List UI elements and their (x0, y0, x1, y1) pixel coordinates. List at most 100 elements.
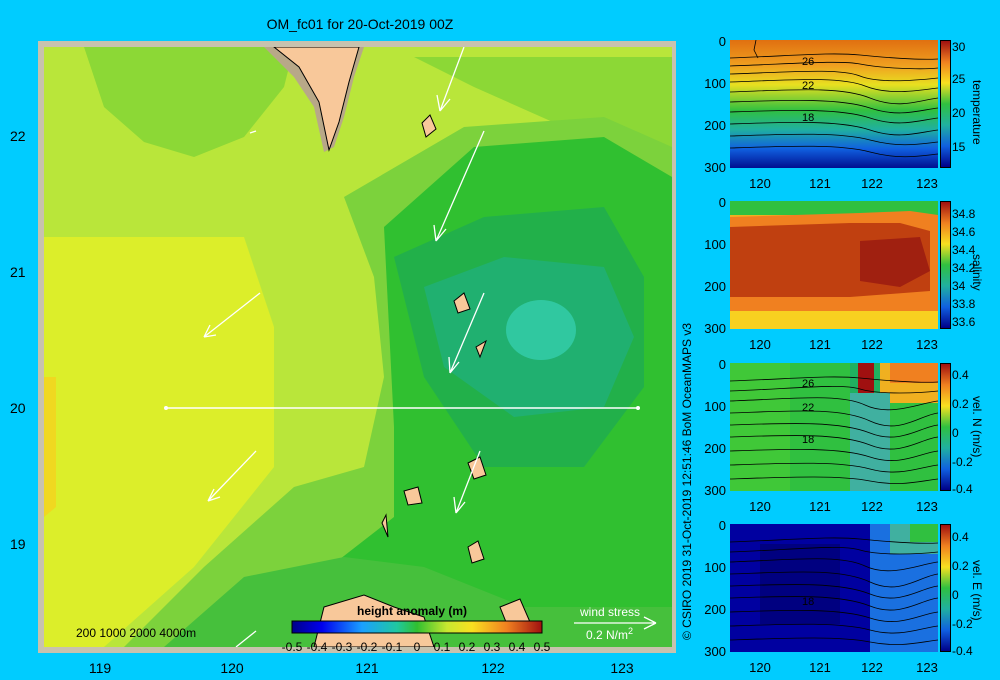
colorbar-tick: 20 (952, 106, 966, 120)
anomaly-contour-north (84, 47, 294, 157)
panel-y-tick: 200 (704, 441, 726, 456)
wind-arrow (203, 292, 261, 338)
panel-x-tick: 120 (749, 660, 771, 675)
colorbar-tick: -0.4 (952, 644, 973, 658)
wind-arrow (235, 630, 257, 647)
vel-n-colorbar (940, 363, 951, 491)
anomaly-contour-south (164, 557, 672, 647)
colorbar-tick: 34.2 (952, 261, 976, 275)
colorbar-tick: 0.2 (952, 397, 969, 411)
temperature-colorbar (940, 40, 951, 168)
colorbar-tick: 33.6 (952, 315, 976, 329)
colorbar-tick: 0.2 (458, 640, 476, 654)
colorbar-tick: -0.5 (281, 640, 303, 654)
colorbar-tick: 34.8 (952, 207, 976, 221)
wind-stress-exponent: 2 (628, 626, 634, 636)
vel-n-section-panel (729, 363, 939, 491)
height-anomaly-map (44, 47, 672, 647)
panel-y-tick: 0 (718, 195, 726, 210)
island-7 (467, 540, 485, 564)
contour-label: 18 (802, 434, 815, 446)
panel-y-tick: 300 (704, 644, 726, 659)
salinity-section-svg (730, 201, 938, 329)
colorbar-name: vel. N (m/s) (970, 396, 984, 458)
map-y-tick: 19 (10, 536, 26, 552)
anomaly-contour-highest (44, 377, 56, 517)
salinity-colorbar (940, 201, 951, 329)
wind-stress-key-arrow (574, 616, 657, 630)
vel-e-section-svg (729, 524, 939, 652)
anomaly-contour-high (44, 237, 274, 647)
colorbar-tick: -0.1 (381, 640, 403, 654)
colorbar-name: salinity (970, 254, 984, 291)
colorbar-tick: 34.4 (952, 243, 976, 257)
panel-y-tick: 100 (704, 237, 726, 252)
panel-x-tick: 120 (749, 176, 771, 191)
colorbar-tick: -0.4 (306, 640, 328, 654)
colorbar-tick: 0.1 (433, 640, 451, 654)
wind-arrow (207, 450, 257, 502)
wind-arrow (249, 130, 257, 134)
wind-arrow (433, 130, 485, 242)
panel-y-tick: 200 (704, 118, 726, 133)
colorbar-tick: 0 (413, 640, 421, 654)
credit-text: © CSIRO 2019 31-Oct-2019 12:51:46 BoM Oc… (680, 322, 694, 640)
panel-y-tick: 0 (718, 357, 726, 372)
panel-y-tick: 0 (718, 518, 726, 533)
colorbar-tick: -0.4 (952, 482, 973, 496)
height-anomaly-colorbar (291, 620, 543, 634)
panel-x-tick: 123 (916, 499, 938, 514)
colorbar-tick: 0.2 (952, 559, 969, 573)
panel-x-tick: 123 (916, 176, 938, 191)
panel-x-tick: 120 (749, 337, 771, 352)
map-x-tick: 122 (481, 660, 505, 676)
colorbar-tick: -0.2 (356, 640, 378, 654)
island-3 (475, 339, 487, 359)
colorbar-name: temperature (970, 80, 984, 145)
map-x-tick: 121 (355, 660, 379, 676)
panel-y-tick: 100 (704, 560, 726, 575)
colorbar-tick: 0.3 (483, 640, 501, 654)
colorbar-tick: 34 (952, 279, 966, 293)
temperature-section-panel (729, 39, 939, 168)
map-y-tick: 22 (10, 128, 26, 144)
panel-y-tick: 100 (704, 399, 726, 414)
contour-label: 22 (802, 402, 815, 414)
vel-e-colorbar (940, 524, 951, 652)
colorbar-tick: -0.2 (952, 455, 973, 469)
map-x-tick: 120 (220, 660, 244, 676)
taiwan-land (273, 47, 360, 152)
colorbar-tick: 30 (952, 40, 966, 54)
vel-e-section-panel (729, 524, 939, 652)
island-1 (421, 114, 437, 138)
panel-y-tick: 200 (704, 602, 726, 617)
colorbar-tick: 0.4 (952, 530, 969, 544)
colorbar-tick: 0 (952, 588, 959, 602)
section-end-marker (636, 406, 640, 410)
panel-x-tick: 120 (749, 499, 771, 514)
colorbar-tick: -0.2 (952, 617, 973, 631)
colorbar-tick: 15 (952, 140, 966, 154)
island-5 (403, 486, 423, 506)
panel-x-tick: 123 (916, 660, 938, 675)
island-6 (381, 513, 389, 538)
contour-label: 26 (802, 56, 815, 68)
colorbar-tick: 33.8 (952, 297, 976, 311)
wind-arrow (453, 450, 481, 514)
panel-y-tick: 0 (718, 34, 726, 49)
section-start-marker (164, 406, 168, 410)
colorbar-tick: 34.6 (952, 225, 976, 239)
map-x-tick: 119 (88, 660, 112, 676)
wind-stress-value: 0.2 N/m2 (586, 626, 633, 642)
anomaly-eddy-core (506, 300, 576, 360)
panel-x-tick: 121 (809, 176, 831, 191)
salinity-section-panel (730, 201, 938, 329)
colorbar-tick: 0.5 (533, 640, 551, 654)
panel-x-tick: 122 (861, 337, 883, 352)
colorbar-tick: 0.4 (952, 368, 969, 382)
panel-y-tick: 300 (704, 483, 726, 498)
vel-n-section-svg (729, 363, 939, 491)
panel-x-tick: 121 (809, 499, 831, 514)
panel-x-tick: 122 (861, 499, 883, 514)
panel-y-tick: 200 (704, 279, 726, 294)
